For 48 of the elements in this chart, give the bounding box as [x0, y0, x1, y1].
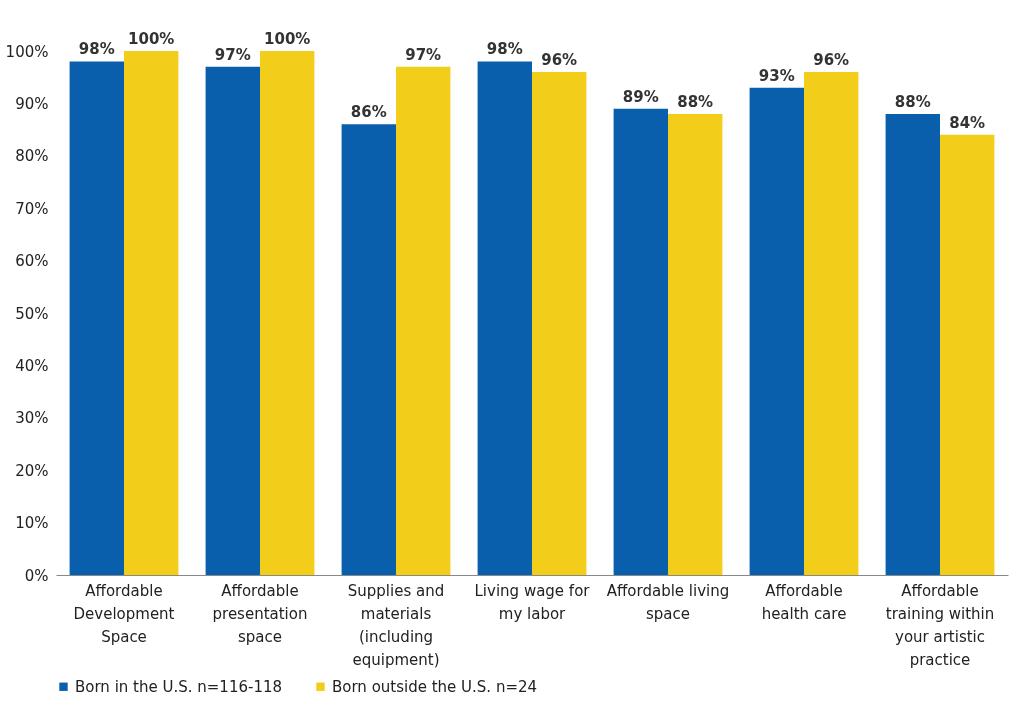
bar [205, 66, 260, 575]
bar [613, 108, 668, 575]
data-label: 89% [622, 87, 659, 106]
bar [69, 61, 124, 575]
bar [940, 134, 995, 575]
x-tick-label: Affordable health care [761, 581, 847, 623]
data-label: 98% [486, 40, 523, 59]
data-label: 88% [677, 92, 714, 111]
data-label: 100% [128, 30, 175, 48]
bar [260, 51, 315, 575]
y-tick-label: 50% [15, 304, 49, 323]
y-tick-label: 40% [15, 356, 49, 375]
x-tick-label: Affordable living space [606, 581, 730, 623]
data-label: 98% [78, 40, 115, 59]
bar [885, 113, 940, 575]
data-label: 84% [949, 113, 986, 132]
y-tick-label: 80% [15, 147, 49, 166]
x-tick-label: Supplies and materials (including equipment) [347, 581, 445, 669]
y-tick-label: 20% [15, 461, 49, 480]
y-tick-label: 10% [15, 514, 49, 533]
data-label: 96% [813, 50, 850, 69]
bar [124, 51, 179, 575]
bar [396, 66, 451, 575]
data-label: 97% [405, 45, 442, 64]
bar [477, 61, 532, 575]
y-tick-label: 0% [24, 566, 49, 585]
y-tick-label: 30% [15, 409, 49, 428]
bar [341, 124, 396, 575]
data-label: 96% [541, 50, 578, 69]
data-label: 93% [758, 66, 795, 85]
bar [804, 71, 859, 575]
bar [749, 87, 804, 575]
legend-label: Born outside the U.S. n=24 [332, 677, 538, 696]
x-tick-label: Affordable Development Space [73, 581, 175, 646]
x-tick-label: Living wage for my labor [474, 581, 591, 623]
data-label: 88% [894, 92, 931, 111]
data-label: 100% [264, 30, 311, 48]
bar [532, 71, 587, 575]
y-tick-label: 60% [15, 252, 49, 271]
x-tick-label: Affordable training within your artistic practice [885, 581, 995, 669]
y-tick-label: 100% [5, 42, 49, 61]
x-tick-label: Affordable presentation space [212, 581, 308, 646]
y-tick-label: 70% [15, 199, 49, 218]
y-tick-label: 90% [15, 94, 49, 113]
legend-label: Born in the U.S. n=116-118 [75, 677, 283, 696]
data-label: 97% [214, 45, 251, 64]
bar [668, 113, 723, 575]
data-label: 86% [350, 103, 387, 122]
